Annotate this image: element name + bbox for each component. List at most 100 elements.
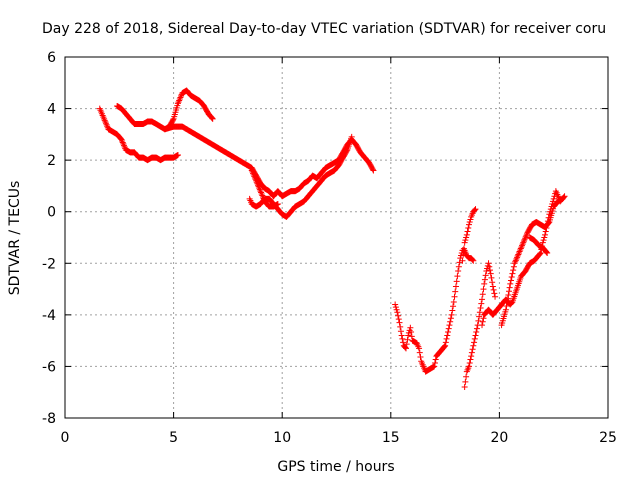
data-point bbox=[431, 359, 438, 366]
data-point bbox=[348, 133, 355, 140]
data-point bbox=[407, 324, 414, 331]
data-point bbox=[502, 306, 509, 313]
data-point bbox=[481, 276, 488, 283]
data-point bbox=[485, 260, 492, 267]
data-point bbox=[523, 232, 530, 239]
data-point bbox=[252, 176, 259, 183]
data-point bbox=[253, 179, 260, 186]
data-point bbox=[448, 311, 455, 318]
data-point bbox=[476, 313, 483, 320]
plot-frame bbox=[64, 56, 609, 419]
data-point bbox=[442, 339, 449, 346]
data-point bbox=[208, 114, 215, 121]
data-point bbox=[258, 189, 265, 196]
data-point bbox=[507, 280, 514, 287]
data-point bbox=[209, 115, 216, 122]
data-point bbox=[101, 115, 108, 122]
data-point bbox=[506, 284, 513, 291]
data-point bbox=[475, 317, 482, 324]
data-point bbox=[416, 349, 423, 356]
data-point bbox=[514, 254, 521, 261]
data-point bbox=[449, 307, 456, 314]
data-point bbox=[442, 342, 449, 349]
data-point bbox=[473, 325, 480, 332]
data-point bbox=[511, 260, 518, 267]
data-point bbox=[462, 237, 469, 244]
data-point bbox=[519, 242, 526, 249]
data-point bbox=[259, 193, 266, 200]
data-point bbox=[462, 378, 469, 385]
x-tick-label: 25 bbox=[599, 430, 617, 446]
data-point bbox=[512, 257, 519, 264]
data-point bbox=[397, 328, 404, 335]
x-axis-label: GPS time / hours bbox=[277, 459, 394, 475]
data-points bbox=[96, 87, 568, 391]
data-point bbox=[510, 263, 517, 270]
data-point bbox=[432, 356, 439, 363]
data-point bbox=[417, 353, 424, 360]
data-point bbox=[402, 344, 409, 351]
data-point bbox=[479, 318, 486, 325]
data-point bbox=[459, 257, 466, 264]
data-point bbox=[120, 142, 127, 149]
data-point bbox=[395, 312, 402, 319]
data-point bbox=[455, 268, 462, 275]
data-point bbox=[508, 274, 515, 281]
y-axis-label: SDTVAR / TECUs bbox=[7, 181, 23, 296]
data-point bbox=[253, 177, 260, 184]
y-tick-label: -6 bbox=[42, 359, 56, 375]
data-point bbox=[477, 304, 484, 311]
x-tick-label: 0 bbox=[61, 430, 70, 446]
data-point bbox=[465, 221, 472, 228]
data-point bbox=[258, 191, 265, 198]
data-point bbox=[119, 139, 126, 146]
data-point bbox=[404, 336, 411, 343]
data-point bbox=[254, 182, 261, 189]
data-point bbox=[513, 255, 520, 262]
data-point bbox=[488, 274, 495, 281]
data-point bbox=[539, 239, 546, 246]
y-tick-label: 2 bbox=[47, 153, 56, 169]
data-point bbox=[560, 194, 567, 201]
data-point bbox=[399, 335, 406, 342]
data-point bbox=[504, 295, 511, 302]
data-point bbox=[479, 291, 486, 298]
data-point bbox=[460, 251, 467, 258]
y-tick-label: -2 bbox=[42, 256, 56, 272]
data-point bbox=[464, 228, 471, 235]
data-point bbox=[259, 192, 266, 199]
data-point bbox=[468, 353, 475, 360]
data-point bbox=[463, 373, 470, 380]
data-point bbox=[471, 339, 478, 346]
data-point bbox=[254, 180, 261, 187]
data-point bbox=[370, 167, 377, 174]
data-point bbox=[416, 345, 423, 352]
data-point bbox=[104, 123, 111, 130]
data-point bbox=[515, 251, 522, 258]
data-point bbox=[174, 151, 181, 158]
tick-labels: 0 5 10 15 20 25 -8 -6 -4 -2 0 2 4 6 bbox=[42, 50, 617, 446]
data-point bbox=[541, 234, 548, 241]
data-point bbox=[504, 299, 511, 306]
data-point bbox=[395, 316, 402, 323]
data-point bbox=[506, 288, 513, 295]
data-point bbox=[520, 238, 527, 245]
data-point bbox=[178, 93, 185, 100]
data-point bbox=[549, 198, 556, 205]
data-point bbox=[466, 359, 473, 366]
data-point bbox=[467, 356, 474, 363]
data-point bbox=[255, 183, 262, 190]
data-point bbox=[465, 363, 472, 370]
data-point bbox=[544, 249, 551, 256]
data-point bbox=[120, 140, 127, 147]
data-point bbox=[503, 303, 510, 310]
data-point bbox=[542, 228, 549, 235]
data-point bbox=[522, 233, 529, 240]
data-point bbox=[473, 329, 480, 336]
data-point bbox=[447, 318, 454, 325]
chart-title: Day 228 of 2018, Sidereal Day-to-day VTE… bbox=[42, 21, 606, 37]
data-point bbox=[486, 267, 493, 274]
data-point bbox=[516, 248, 523, 255]
data-point bbox=[176, 97, 183, 104]
data-point bbox=[510, 267, 517, 274]
